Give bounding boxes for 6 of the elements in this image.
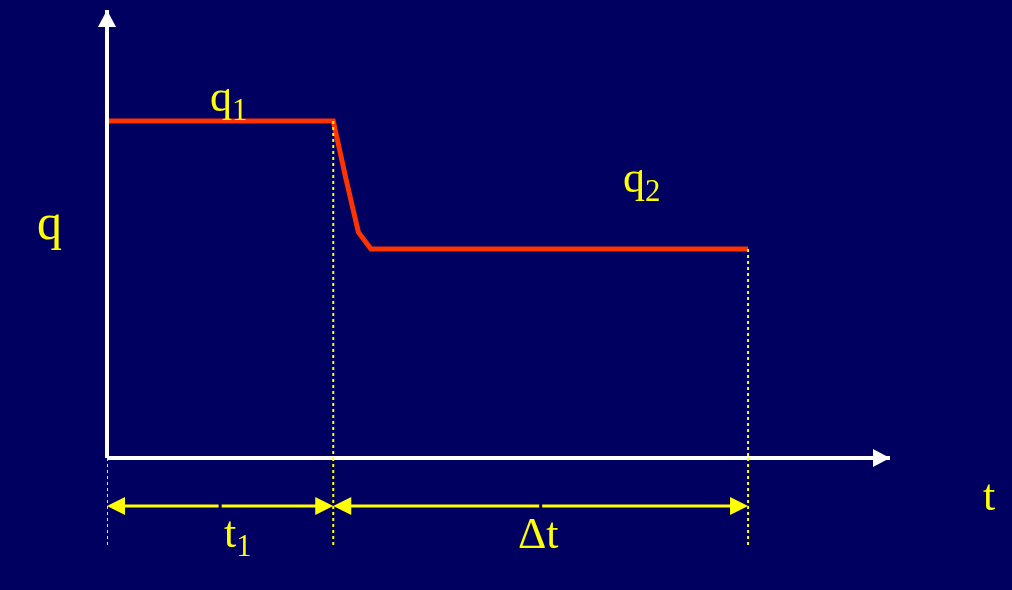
annotation: q$_{1}$ — [210, 72, 248, 128]
text: t — [983, 471, 996, 520]
text: Δt — [518, 509, 559, 558]
annotation: q$_{2}$ — [623, 153, 661, 209]
y-axis-title: q — [37, 194, 62, 250]
text: t$_{1}$ — [224, 508, 252, 564]
